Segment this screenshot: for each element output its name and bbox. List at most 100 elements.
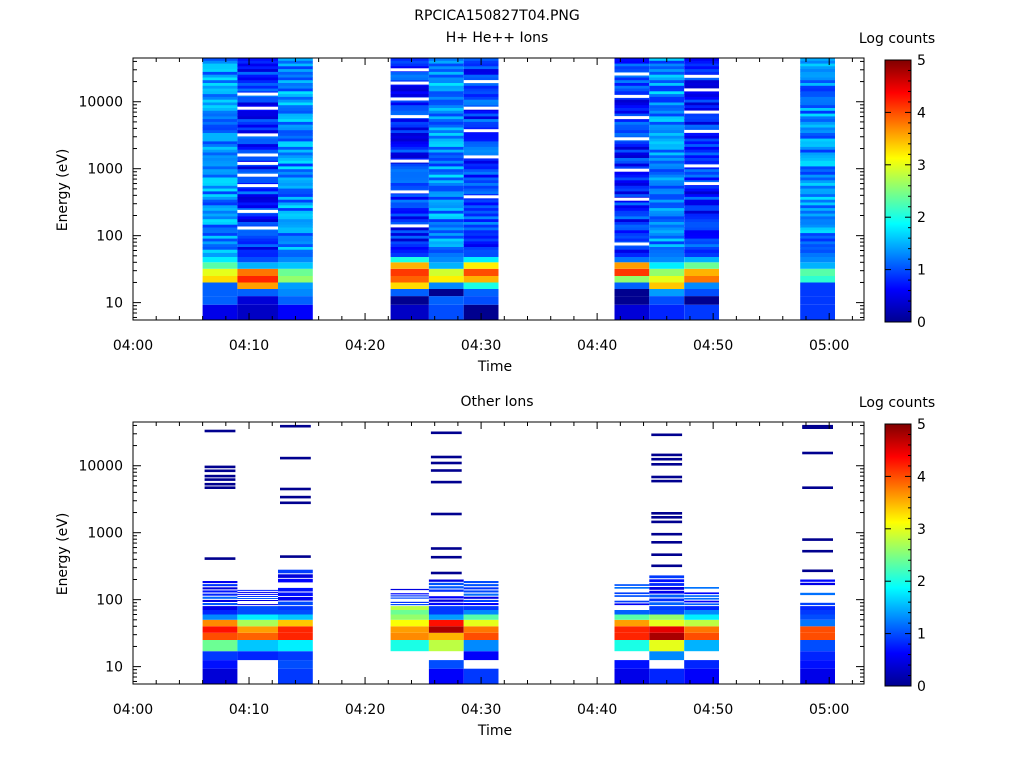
heatmap-cell (684, 205, 719, 209)
heatmap-cell (202, 276, 238, 283)
y-axis-label: Energy (eV) (55, 149, 71, 232)
heatmap-cell (614, 668, 650, 684)
heatmap-cell (800, 202, 835, 206)
heatmap-cell (800, 614, 835, 620)
heatmap-cell (278, 610, 313, 615)
heatmap-cell (684, 199, 719, 203)
heatmap-cell (463, 241, 499, 245)
heatmap-cell (278, 276, 313, 283)
heatmap-cell (800, 116, 835, 120)
heatmap-cell (428, 110, 464, 114)
heatmap-cell (428, 91, 464, 95)
heatmap-cell (237, 216, 278, 220)
heatmap-cell (649, 288, 685, 297)
heatmap-cell (649, 155, 685, 159)
heatmap-cell (237, 244, 278, 248)
heatmap-cell (278, 199, 313, 203)
data-gap-line (463, 195, 499, 199)
time-bin-column (202, 429, 238, 684)
heatmap-cell (237, 163, 278, 167)
heatmap-cell (614, 88, 650, 92)
heatmap-cell (463, 268, 499, 276)
heatmap-cell (614, 191, 650, 195)
heatmap-cell (237, 60, 278, 64)
heatmap-cell (684, 141, 719, 145)
heatmap-cell (800, 99, 835, 103)
heatmap-cell (649, 124, 685, 128)
data-gap-line (614, 116, 650, 120)
heatmap-cell (428, 66, 464, 70)
heatmap-cell (428, 276, 464, 283)
count-line (430, 469, 462, 472)
heatmap-cell (684, 606, 719, 610)
heatmap-cell (684, 91, 719, 95)
heatmap-cell (202, 130, 238, 134)
colorbar: 0 1 2 3 4 5 (884, 417, 926, 695)
heatmap-cell (428, 235, 464, 239)
heatmap-cell (202, 180, 238, 184)
heatmap-cell (800, 119, 835, 123)
heatmap-cell (614, 69, 650, 73)
time-bin-column (278, 58, 313, 320)
heatmap-cell (428, 230, 464, 234)
heatmap-cell (684, 202, 719, 206)
heatmap-cell (202, 85, 238, 89)
heatmap-cell (614, 304, 650, 320)
heatmap-cell (649, 247, 685, 251)
heatmap-cell (390, 171, 429, 176)
heatmap-cell (649, 205, 685, 209)
heatmap-cell (278, 238, 313, 242)
heatmap-cell (684, 660, 719, 669)
heatmap-cell (202, 603, 238, 606)
data-gap-line (390, 115, 429, 119)
heatmap-cell (278, 185, 313, 189)
heatmap-cell (428, 174, 464, 178)
data-gap-line (237, 209, 278, 213)
heatmap-cell (800, 183, 835, 187)
heatmap-cell (390, 247, 429, 251)
count-line (430, 555, 462, 559)
heatmap-cell (684, 210, 719, 214)
heatmap-cell (202, 640, 238, 652)
heatmap-cell (684, 213, 719, 217)
heatmap-cell (684, 626, 719, 633)
heatmap-cell (237, 63, 278, 67)
time-bin-column (428, 431, 464, 684)
count-line (651, 541, 683, 544)
heatmap-cell (390, 276, 429, 283)
heatmap-cell (463, 169, 499, 173)
heatmap-cell (390, 74, 429, 78)
heatmap-cell (463, 135, 499, 139)
heatmap-cell (390, 152, 429, 156)
heatmap-cell (800, 152, 835, 156)
heatmap-cell (463, 282, 499, 289)
heatmap-cell (237, 598, 278, 599)
heatmap-cell (428, 127, 464, 131)
heatmap-cell (463, 91, 499, 95)
heatmap-cell (800, 582, 835, 586)
heatmap-cell (278, 578, 313, 583)
heatmap-cell (390, 282, 429, 289)
time-bin-column (237, 589, 278, 661)
heatmap-cell (428, 194, 464, 198)
heatmap-cell (649, 185, 685, 189)
heatmap-cell (463, 77, 499, 81)
heatmap-cell (649, 575, 685, 579)
heatmap-cell (237, 205, 278, 209)
heatmap-cell (800, 144, 835, 148)
heatmap-cell (390, 91, 429, 95)
heatmap-cell (649, 233, 685, 237)
colorbar-tick-label: 0 (917, 315, 926, 331)
heatmap-cell (614, 80, 650, 84)
heatmap-cell (614, 124, 650, 128)
heatmap-cell (390, 77, 429, 81)
heatmap-cell (428, 124, 464, 128)
heatmap-cell (684, 587, 719, 589)
heatmap-cell (202, 96, 238, 101)
heatmap-cell (614, 219, 650, 223)
heatmap-cell (649, 108, 685, 112)
heatmap-cell (390, 208, 429, 212)
count-line (651, 433, 683, 437)
heatmap-cell (202, 610, 238, 615)
heatmap-cell (237, 130, 278, 134)
